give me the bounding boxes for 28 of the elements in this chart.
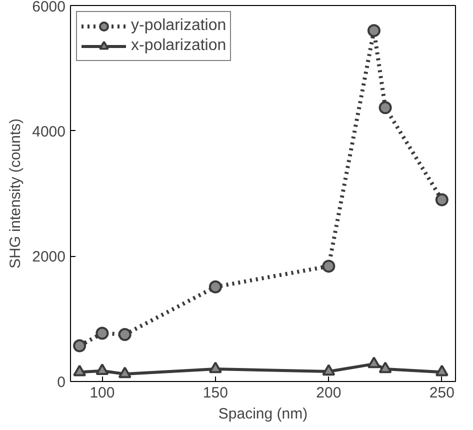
point xyxy=(322,364,336,376)
point xyxy=(378,362,392,374)
y-axis-title: SHG intensity (counts) xyxy=(7,118,24,269)
y-tick-label: 4000 xyxy=(32,123,66,140)
point xyxy=(73,339,86,352)
point xyxy=(208,280,222,294)
point xyxy=(435,193,448,206)
point xyxy=(322,260,336,273)
legend-label: x-polarization xyxy=(131,37,226,55)
point xyxy=(378,101,392,114)
point xyxy=(73,364,86,376)
point xyxy=(367,356,380,368)
point xyxy=(435,364,448,376)
point xyxy=(96,363,109,376)
y-tick-label: 6000 xyxy=(32,0,66,16)
point xyxy=(208,362,222,374)
x-tick-label: 150 xyxy=(202,384,228,402)
point xyxy=(118,328,132,341)
legend-label: y-polarization xyxy=(131,17,226,35)
y-tick-label: 2000 xyxy=(32,248,66,266)
point xyxy=(367,24,380,38)
point xyxy=(118,366,132,378)
x-axis-title: Spacing (nm) xyxy=(218,406,308,422)
point xyxy=(96,326,109,340)
x-tick-label: 250 xyxy=(429,384,454,402)
x-tick-label: 100 xyxy=(90,384,115,402)
y-tick-label: 0 xyxy=(57,374,66,391)
x-tick-label: 200 xyxy=(316,384,342,402)
